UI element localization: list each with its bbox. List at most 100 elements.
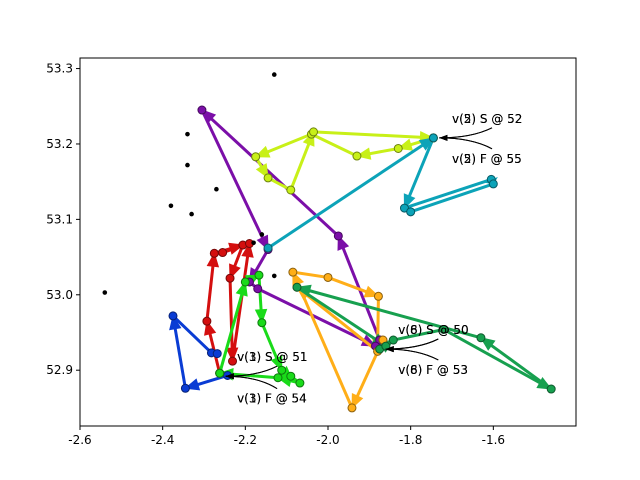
route-point	[254, 270, 264, 280]
route-segment	[376, 296, 380, 341]
route-point	[546, 384, 556, 394]
route-point	[373, 291, 383, 301]
route-segment	[171, 314, 213, 354]
background-point	[271, 273, 277, 279]
x-tick-label: -2.2	[234, 433, 257, 447]
route-point	[197, 105, 207, 115]
annotation-label: v(6) S @ 50	[398, 323, 468, 337]
route-point	[347, 403, 357, 413]
route-point	[218, 248, 228, 258]
annotation-arrowhead	[385, 346, 394, 353]
route-segment	[289, 141, 312, 191]
annotation: v(3) F @ 54	[225, 373, 307, 406]
route-segment	[292, 270, 329, 279]
route-point	[277, 365, 287, 375]
route-segment	[313, 130, 424, 139]
route-point	[180, 383, 190, 393]
route-segment	[340, 245, 382, 341]
route-point	[323, 272, 333, 282]
route-arrowhead	[254, 308, 268, 324]
annotation-label: v(5) S @ 52	[452, 112, 522, 126]
route-segment	[267, 142, 426, 250]
route-segment	[264, 132, 313, 155]
route-arrowhead	[479, 337, 496, 351]
annotation-label: v(5) F @ 55	[452, 152, 522, 166]
y-tick-label: 53.0	[46, 288, 73, 302]
route-point	[202, 316, 212, 326]
route-point	[352, 151, 362, 161]
route-point	[273, 373, 283, 383]
route-segment	[295, 281, 354, 409]
x-tick-label: -1.6	[482, 433, 505, 447]
route-segment	[231, 253, 250, 362]
route-segment	[410, 182, 494, 214]
route-point	[428, 133, 438, 143]
route-segment	[304, 292, 379, 353]
x-tick-label: -2.4	[151, 433, 174, 447]
background-point	[185, 162, 190, 168]
route-point	[263, 243, 273, 253]
route-point	[488, 179, 498, 189]
axes-background	[80, 58, 576, 426]
route-point	[439, 324, 449, 334]
route-arrowhead	[206, 252, 220, 268]
route-point	[388, 335, 398, 345]
annotation-label: v(3) F @ 54	[237, 392, 307, 406]
annotation: v(5) F @ 55	[439, 134, 522, 166]
annotation-label: v(6) F @ 53	[398, 363, 468, 377]
route-point	[288, 267, 298, 277]
x-tick-label: -2.6	[68, 433, 91, 447]
route-point	[263, 173, 273, 183]
route-point	[168, 311, 178, 321]
route-segment	[296, 285, 379, 342]
background-point	[168, 203, 174, 209]
route-point	[240, 277, 250, 287]
annotation-arrowhead	[225, 373, 234, 380]
background-point	[259, 232, 265, 237]
route-point	[333, 231, 343, 241]
route-point	[215, 368, 225, 378]
background-point	[214, 186, 219, 192]
y-tick-label: 53.2	[46, 137, 73, 151]
annotation: v(8) F @ 53	[385, 346, 468, 377]
route-segment	[403, 177, 492, 210]
route-segment	[218, 291, 244, 374]
route-segment	[310, 132, 358, 158]
background-point	[185, 131, 190, 137]
route-point	[228, 356, 238, 366]
route-segment	[488, 342, 553, 391]
annotation-label: v(2) F @ 55	[452, 152, 522, 166]
background-point	[102, 290, 108, 295]
annotation-label: v(2) S @ 52	[452, 112, 522, 126]
background-point	[251, 240, 256, 246]
route-point	[476, 333, 486, 343]
y-tick-label: 52.9	[46, 363, 73, 377]
annotation-arrowhead	[439, 134, 448, 141]
route-point	[292, 282, 302, 292]
route-segment	[407, 137, 435, 200]
route-segment	[443, 328, 543, 386]
route-point	[381, 341, 391, 351]
route-point	[251, 152, 261, 162]
x-tick-label: -2.0	[316, 433, 339, 447]
route-segment	[327, 276, 370, 295]
route-point	[286, 371, 296, 381]
route-point	[393, 143, 403, 153]
route-point	[406, 207, 416, 217]
route-segment	[306, 288, 482, 340]
route-segment	[257, 275, 263, 313]
x-tick-label: -1.8	[399, 433, 422, 447]
route-point	[209, 248, 219, 258]
route-segment	[205, 263, 215, 322]
route-point	[309, 127, 319, 137]
route-segment	[173, 325, 187, 389]
route-point	[257, 318, 267, 328]
route-point	[253, 284, 263, 294]
background-point	[271, 72, 277, 77]
y-tick-label: 53.1	[46, 212, 73, 226]
route-segment	[229, 372, 279, 380]
y-tick-label: 53.3	[46, 62, 73, 76]
y-axis: 52.9 53.0 53.1 53.2 53.3	[46, 62, 80, 377]
background-point	[189, 211, 194, 217]
